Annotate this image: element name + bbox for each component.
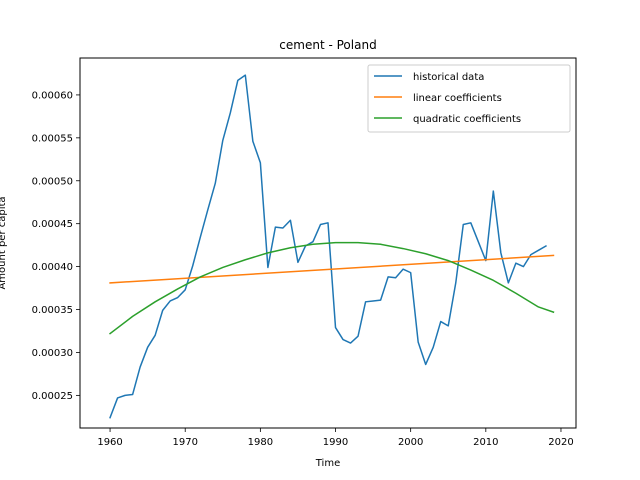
legend-label-2: quadratic coefficients [413,114,521,125]
y-axis-label: Amount per capita [0,196,8,289]
x-tick-label: 1970 [172,437,197,448]
x-tick-label: 2010 [473,437,498,448]
x-tick-label: 1980 [248,437,273,448]
chart-title: cement - Poland [279,38,376,52]
legend-label-1: linear coefficients [413,93,502,104]
series-line-0 [109,74,547,419]
y-tick-label: 0.00040 [32,262,73,273]
y-tick-label: 0.00055 [32,133,73,144]
y-tick-label: 0.00060 [32,90,73,101]
axes-layer [79,57,577,429]
x-tick-label: 1990 [323,437,348,448]
legend-box [367,64,571,133]
x-tick-label: 2020 [548,437,573,448]
y-axis-ticks: 0.00025 0.00030 0.00035 0.00040 0.00045 0.000… [32,90,80,402]
y-tick-label: 0.00050 [32,176,73,187]
x-tick-label: 2000 [398,437,423,448]
series-layer [109,74,555,419]
y-tick-label: 0.00030 [32,348,73,359]
x-axis-label: Time [315,458,340,469]
y-tick-label: 0.00045 [32,219,73,230]
x-tick-label: 1960 [97,437,122,448]
x-axis-ticks: 1960 1970 1980 1990 2000 2010 2020 [97,428,574,448]
y-tick-label: 0.00025 [32,391,73,402]
legend-label-0: historical data [413,72,484,83]
series-line-2 [109,241,555,335]
legend: historical data linear coefficients quadra… [367,64,571,133]
plot-frame [79,57,577,429]
y-tick-label: 0.00035 [32,305,73,316]
series-line-1 [109,254,555,284]
